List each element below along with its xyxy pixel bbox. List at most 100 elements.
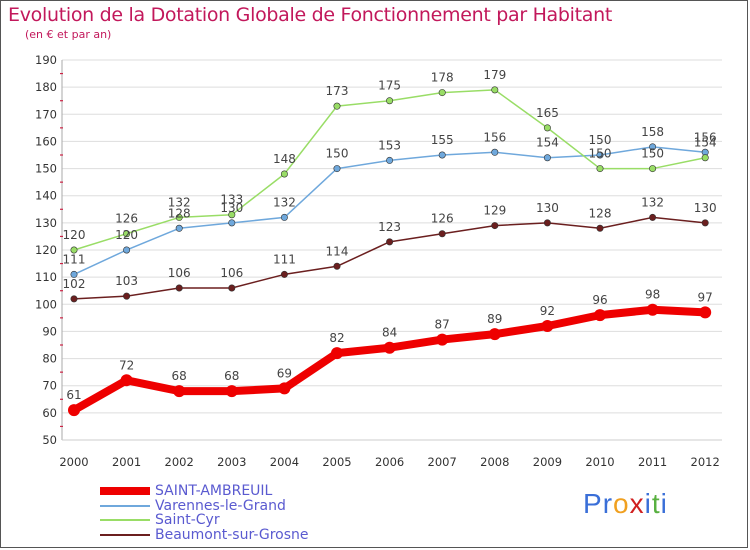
data-point: [386, 238, 394, 246]
x-tick-label: 2011: [638, 455, 667, 469]
data-point: [543, 219, 551, 227]
legend-label: SAINT-AMBREUIL: [155, 483, 273, 499]
data-label: 179: [483, 68, 506, 82]
data-point: [383, 341, 396, 354]
x-tick-label: 2003: [217, 455, 246, 469]
y-tick-label: 60: [42, 406, 57, 420]
data-label: 154: [536, 136, 559, 150]
data-point: [333, 102, 341, 110]
x-tick-label: 2006: [375, 455, 404, 469]
y-tick-label: 120: [35, 243, 57, 257]
data-label: 102: [63, 277, 86, 291]
data-label: 153: [378, 138, 401, 152]
data-label: 130: [694, 201, 717, 215]
data-label: 87: [435, 318, 450, 332]
y-tick-label: 180: [35, 80, 57, 94]
data-point: [701, 219, 709, 227]
data-point: [123, 246, 131, 254]
y-tick-label: 50: [42, 433, 57, 447]
x-tick-label: 2002: [165, 455, 194, 469]
data-label: 132: [641, 195, 664, 209]
data-point: [649, 143, 657, 151]
data-label: 129: [483, 204, 506, 218]
data-label: 69: [277, 366, 292, 380]
y-tick-label: 170: [35, 107, 57, 121]
data-point: [70, 246, 78, 254]
data-point: [331, 347, 343, 360]
y-tick-label: 100: [35, 297, 57, 311]
data-label: 175: [378, 79, 401, 93]
data-label: 130: [536, 201, 559, 215]
data-label: 106: [220, 266, 243, 280]
legend-swatch: [100, 487, 150, 495]
data-label: 165: [536, 106, 559, 120]
legend-label: Saint-Cyr: [155, 512, 220, 528]
logo-letter: t: [651, 488, 661, 519]
data-point: [70, 295, 78, 303]
data-point: [280, 213, 288, 221]
data-point: [175, 284, 183, 292]
data-point: [228, 284, 236, 292]
data-label: 126: [115, 212, 138, 226]
data-point: [543, 154, 551, 162]
data-point: [541, 320, 554, 332]
data-point: [488, 328, 501, 341]
data-label: 178: [431, 71, 454, 85]
x-tick-label: 2010: [585, 455, 614, 469]
data-label: 154: [694, 136, 717, 150]
data-point: [280, 270, 288, 278]
data-point: [70, 270, 78, 278]
data-point: [278, 382, 291, 395]
logo-letter: r: [602, 488, 614, 519]
data-point: [596, 151, 604, 159]
data-label: 98: [645, 288, 660, 302]
data-label: 111: [273, 252, 296, 266]
chart-title: Evolution de la Dotation Globale de Fonc…: [8, 4, 613, 26]
data-label: 132: [168, 195, 191, 209]
data-point: [175, 213, 183, 221]
data-label: 156: [694, 130, 717, 144]
data-point: [123, 292, 131, 300]
x-tick-label: 2004: [270, 455, 299, 469]
y-tick-label: 80: [42, 352, 57, 366]
data-label: 150: [589, 133, 612, 147]
y-tick-label: 110: [35, 270, 57, 284]
data-point: [123, 230, 131, 238]
data-label: 133: [220, 193, 243, 207]
data-label: 111: [63, 252, 86, 266]
data-label: 68: [224, 369, 239, 383]
data-label: 96: [592, 293, 607, 307]
y-tick-label: 140: [35, 189, 57, 203]
x-tick-label: 2007: [428, 455, 457, 469]
data-label: 148: [273, 152, 296, 166]
logo-letter: i: [644, 488, 652, 519]
data-point: [436, 333, 449, 346]
y-tick-label: 190: [35, 53, 57, 67]
x-tick-label: 2000: [59, 455, 88, 469]
data-point: [386, 156, 394, 164]
data-point: [175, 224, 183, 232]
data-label: 155: [431, 133, 454, 147]
logo-letter: i: [660, 488, 668, 519]
legend-swatch: [100, 533, 150, 536]
data-point: [699, 306, 712, 319]
data-point: [646, 303, 659, 316]
y-tick-label: 160: [35, 134, 57, 148]
logo-letter: P: [583, 488, 603, 519]
data-point: [333, 262, 341, 270]
data-point: [594, 309, 606, 322]
data-point: [596, 224, 604, 232]
data-label: 68: [172, 369, 187, 383]
data-label: 120: [115, 228, 138, 242]
data-point: [225, 385, 238, 398]
data-label: 150: [326, 147, 349, 161]
data-point: [543, 124, 551, 132]
data-label: 150: [641, 147, 664, 161]
data-point: [491, 222, 499, 230]
data-point: [333, 165, 341, 173]
data-point: [120, 374, 133, 387]
data-label: 72: [119, 358, 134, 372]
x-tick-label: 2008: [480, 455, 509, 469]
legend-label: Varennes-le-Grand: [155, 497, 286, 514]
data-point: [386, 97, 394, 105]
